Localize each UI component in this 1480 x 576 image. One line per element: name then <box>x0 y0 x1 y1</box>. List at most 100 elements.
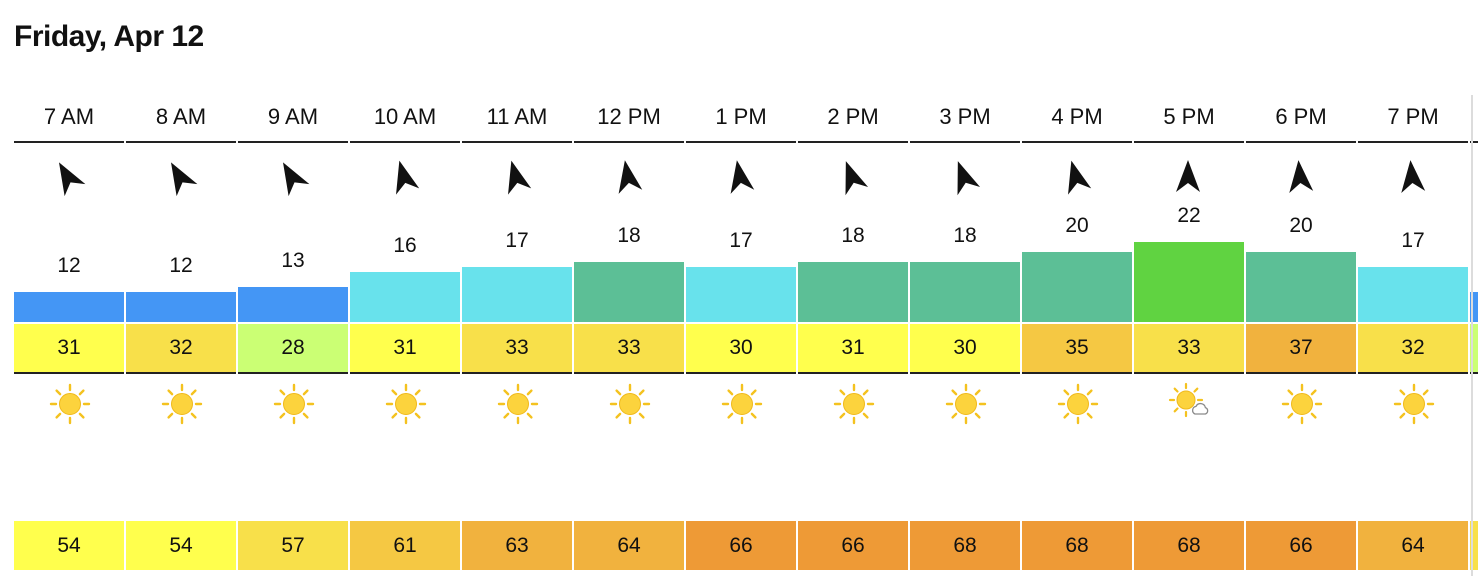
temperature-cell: 31 <box>798 324 908 372</box>
hour-label: 11 AM <box>486 104 548 129</box>
wind-speed-bar <box>14 292 124 322</box>
humidity-cell: 68 <box>910 521 1020 570</box>
wind-direction-arrow-icon <box>832 158 872 198</box>
wind-speed-value: 18 <box>953 224 977 247</box>
hour-label: 2 PM <box>827 104 879 129</box>
humidity-cell: 54 <box>126 521 236 570</box>
wind-direction-arrow-icon <box>1056 158 1096 198</box>
wind-speed-value: 20 <box>1289 214 1313 237</box>
wind-speed-value: 13 <box>281 249 305 272</box>
humidity-cell: 54 <box>14 521 124 570</box>
hour-label: 7 AM <box>43 104 95 129</box>
humidity-cell: 64 <box>1358 521 1468 570</box>
humidity-cell: 64 <box>574 521 684 570</box>
wind-speed-value: 16 <box>393 234 417 257</box>
hour-column: 4 PM 20 35 68 <box>1022 0 1134 576</box>
hour-label: 4 PM <box>1051 104 1103 129</box>
header-divider <box>686 141 796 143</box>
wind-direction-arrow-icon <box>272 158 312 198</box>
header-divider <box>1134 141 1244 143</box>
hour-column: 7 PM 17 32 64 <box>1358 0 1470 576</box>
sun-icon <box>945 383 987 425</box>
temperature-cell: 28 <box>238 324 348 372</box>
wind-direction-arrow-icon <box>944 158 984 198</box>
temperature-cell: 33 <box>462 324 572 372</box>
row-divider <box>238 372 348 374</box>
wind-direction-arrow-icon <box>48 158 88 198</box>
row-divider <box>910 372 1020 374</box>
wind-speed-bar <box>350 272 460 322</box>
temperature-cell: 31 <box>350 324 460 372</box>
wind-speed-value: 18 <box>841 224 865 247</box>
row-divider <box>1022 372 1132 374</box>
wind-speed-bar <box>910 262 1020 322</box>
row-divider <box>14 372 124 374</box>
row-divider <box>686 372 796 374</box>
wind-direction-arrow-icon <box>1392 158 1432 198</box>
humidity-cell: 66 <box>1246 521 1356 570</box>
temperature-cell: 35 <box>1022 324 1132 372</box>
row-divider <box>798 372 908 374</box>
hour-column: 2 PM 18 31 66 <box>798 0 910 576</box>
sun-icon <box>609 383 651 425</box>
header-divider <box>798 141 908 143</box>
header-divider <box>126 141 236 143</box>
temperature-cell: 31 <box>14 324 124 372</box>
humidity-cell: 63 <box>462 521 572 570</box>
header-divider <box>1022 141 1132 143</box>
hour-label: 9 AM <box>267 104 319 129</box>
wind-speed-bar <box>238 287 348 322</box>
wind-speed-value: 17 <box>729 229 753 252</box>
header-divider <box>350 141 460 143</box>
hour-label: 3 PM <box>939 104 991 129</box>
hour-label: 1 PM <box>715 104 767 129</box>
wind-direction-arrow-icon <box>384 158 424 198</box>
row-divider <box>1134 372 1244 374</box>
hour-column: 1 PM 17 30 66 <box>686 0 798 576</box>
hour-column: 10 AM 16 31 61 <box>350 0 462 576</box>
hour-label: 12 PM <box>597 104 661 129</box>
hour-column: 7 AM 12 31 54 <box>14 0 126 576</box>
header-divider <box>1358 141 1468 143</box>
hour-column: 9 AM 13 28 57 <box>238 0 350 576</box>
hour-column: 3 PM 18 30 68 <box>910 0 1022 576</box>
row-divider <box>574 372 684 374</box>
wind-speed-value: 18 <box>617 224 641 247</box>
wind-speed-bar <box>1246 252 1356 322</box>
wind-speed-bar <box>574 262 684 322</box>
hour-column: 6 PM 20 37 66 <box>1246 0 1358 576</box>
wind-direction-arrow-icon <box>1168 158 1208 198</box>
temperature-cell: 30 <box>686 324 796 372</box>
sun-icon <box>49 383 91 425</box>
hour-label: 8 AM <box>155 104 207 129</box>
header-divider <box>14 141 124 143</box>
hour-label: 6 PM <box>1275 104 1327 129</box>
wind-speed-bar <box>462 267 572 322</box>
header-divider <box>910 141 1020 143</box>
day-title: Friday, Apr 12 <box>14 20 204 53</box>
temperature-cell: 37 <box>1246 324 1356 372</box>
row-divider <box>126 372 236 374</box>
wind-speed-value: 17 <box>1401 229 1425 252</box>
humidity-cell: 61 <box>350 521 460 570</box>
wind-speed-value: 12 <box>169 254 193 277</box>
humidity-cell: 68 <box>1134 521 1244 570</box>
temperature-cell: 33 <box>574 324 684 372</box>
sun-icon <box>1057 383 1099 425</box>
temperature-cell: 30 <box>910 324 1020 372</box>
wind-speed-bar <box>1358 267 1468 322</box>
hour-column: 11 AM 17 33 63 <box>462 0 574 576</box>
temperature-cell: 33 <box>1134 324 1244 372</box>
header-divider <box>574 141 684 143</box>
sun-icon <box>721 383 763 425</box>
scroll-edge-divider <box>1471 95 1473 576</box>
hour-label: 5 PM <box>1163 104 1215 129</box>
sun-icon <box>385 383 427 425</box>
sun-icon <box>161 383 203 425</box>
temperature-cell: 32 <box>1358 324 1468 372</box>
hour-label: 10 AM <box>373 104 437 129</box>
wind-speed-bar <box>1022 252 1132 322</box>
hour-label: 7 PM <box>1387 104 1439 129</box>
row-divider <box>462 372 572 374</box>
row-divider <box>1358 372 1468 374</box>
